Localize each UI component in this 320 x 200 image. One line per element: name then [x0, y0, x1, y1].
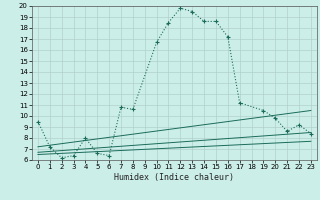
- X-axis label: Humidex (Indice chaleur): Humidex (Indice chaleur): [115, 173, 234, 182]
